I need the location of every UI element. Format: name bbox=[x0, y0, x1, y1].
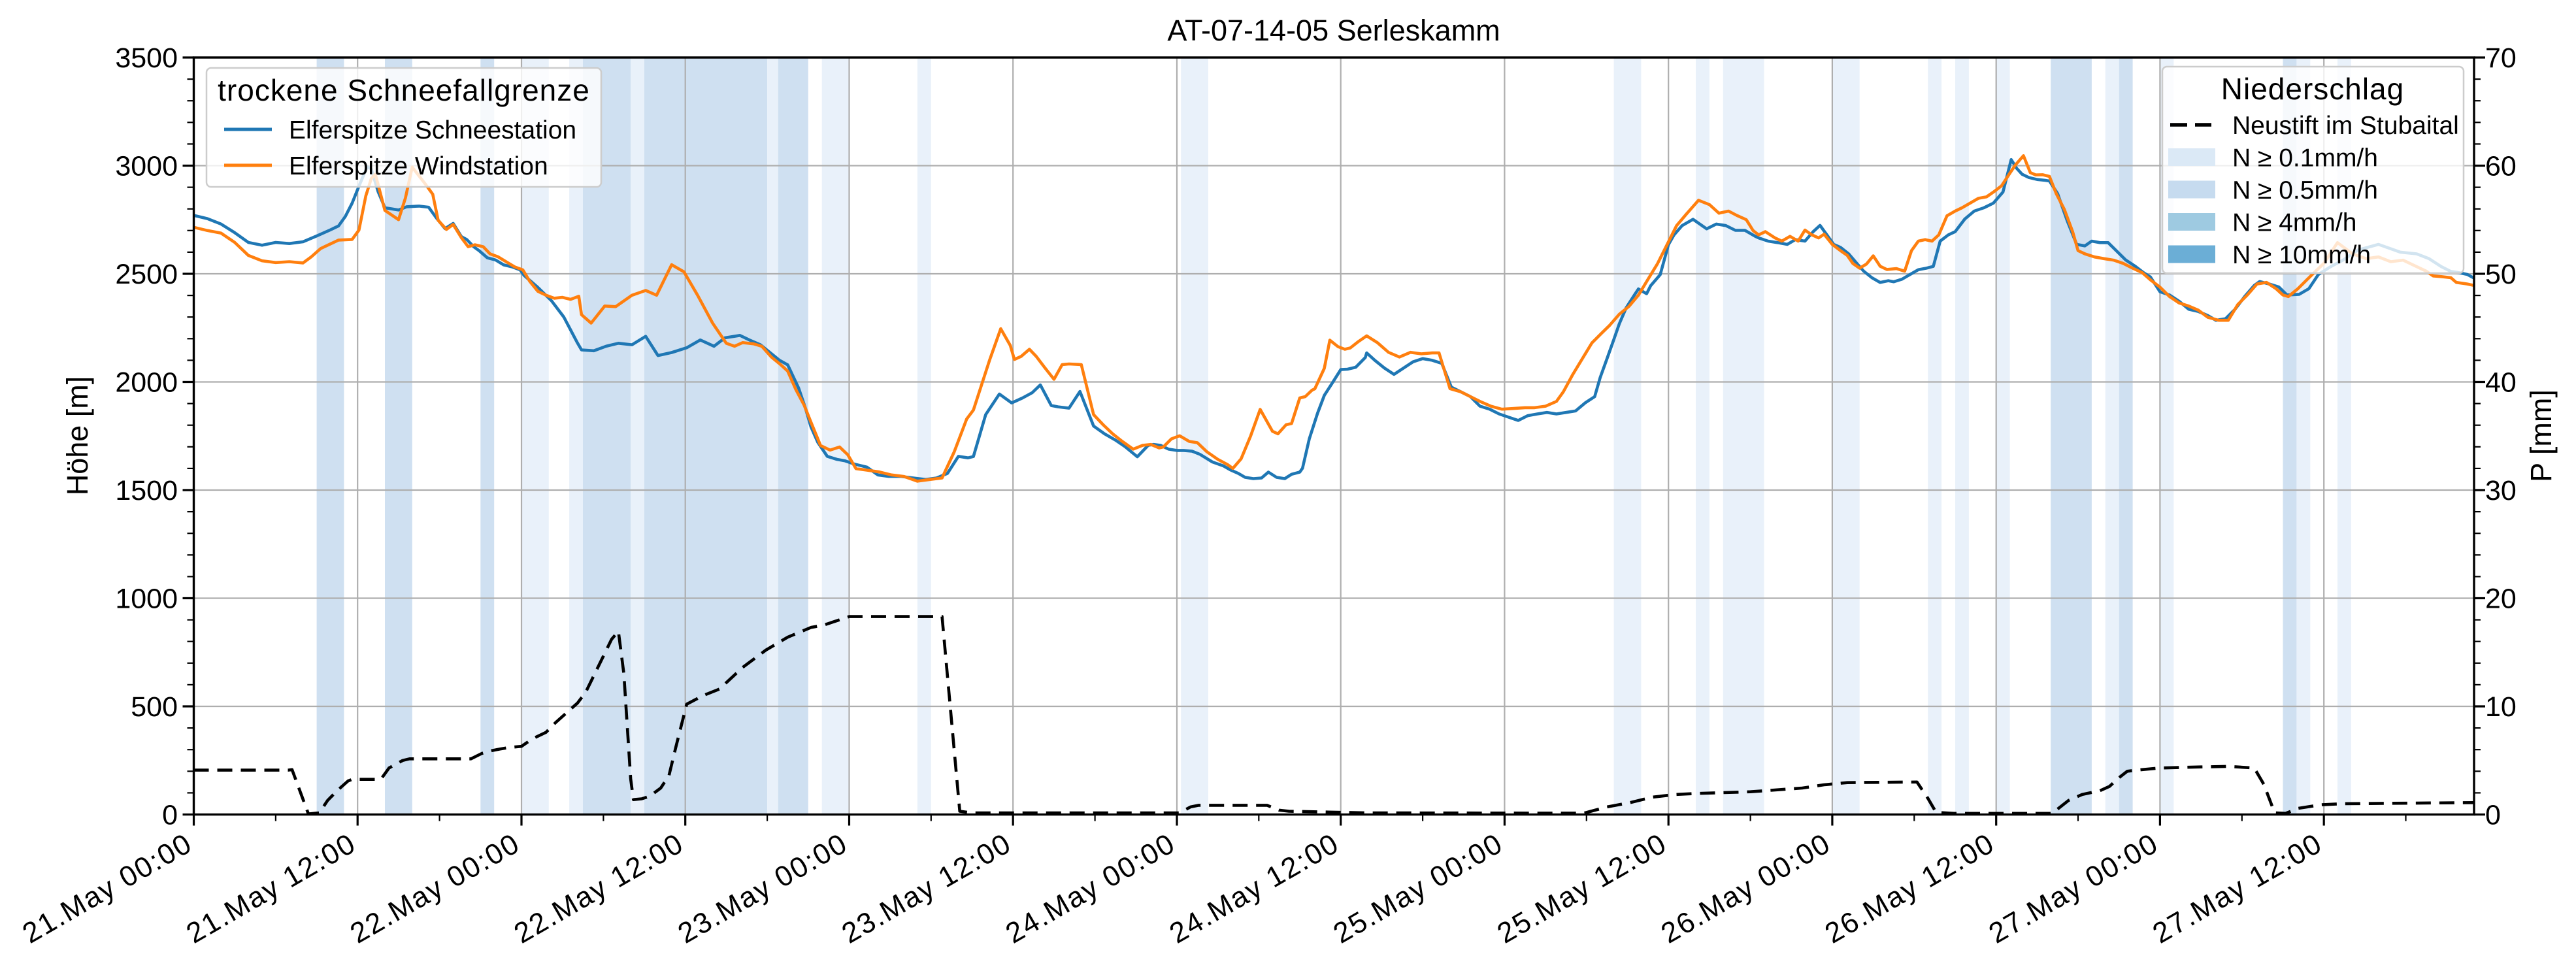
svg-text:3000: 3000 bbox=[115, 151, 178, 182]
svg-text:60: 60 bbox=[2485, 151, 2517, 182]
svg-text:1000: 1000 bbox=[115, 584, 178, 615]
svg-text:1500: 1500 bbox=[115, 475, 178, 506]
svg-text:40: 40 bbox=[2485, 367, 2517, 399]
svg-text:Elferspitze Windstation: Elferspitze Windstation bbox=[289, 152, 548, 180]
svg-text:10: 10 bbox=[2485, 691, 2517, 723]
svg-text:N ≥ 10mm/h: N ≥ 10mm/h bbox=[2232, 241, 2371, 269]
svg-text:N ≥ 0.1mm/h: N ≥ 0.1mm/h bbox=[2232, 144, 2378, 173]
svg-text:0: 0 bbox=[2485, 800, 2501, 831]
svg-text:Niederschlag: Niederschlag bbox=[2221, 72, 2404, 106]
svg-text:trockene Schneefallgrenze: trockene Schneefallgrenze bbox=[218, 73, 590, 107]
svg-text:AT-07-14-05 Serleskamm: AT-07-14-05 Serleskamm bbox=[1167, 14, 1500, 47]
svg-text:Neustift im Stubaital: Neustift im Stubaital bbox=[2232, 112, 2459, 140]
svg-text:50: 50 bbox=[2485, 259, 2517, 290]
svg-text:3500: 3500 bbox=[115, 42, 178, 74]
svg-text:P [mm]: P [mm] bbox=[2524, 389, 2558, 482]
svg-text:N ≥ 4mm/h: N ≥ 4mm/h bbox=[2232, 209, 2356, 237]
svg-text:500: 500 bbox=[131, 691, 178, 723]
svg-text:30: 30 bbox=[2485, 475, 2517, 506]
svg-text:2000: 2000 bbox=[115, 367, 178, 399]
svg-text:Elferspitze Schneestation: Elferspitze Schneestation bbox=[289, 116, 576, 144]
svg-text:N ≥ 0.5mm/h: N ≥ 0.5mm/h bbox=[2232, 176, 2378, 205]
svg-text:0: 0 bbox=[162, 800, 178, 831]
svg-text:20: 20 bbox=[2485, 584, 2517, 615]
svg-text:Höhe [m]: Höhe [m] bbox=[61, 376, 94, 496]
svg-text:70: 70 bbox=[2485, 42, 2517, 74]
svg-text:2500: 2500 bbox=[115, 259, 178, 290]
